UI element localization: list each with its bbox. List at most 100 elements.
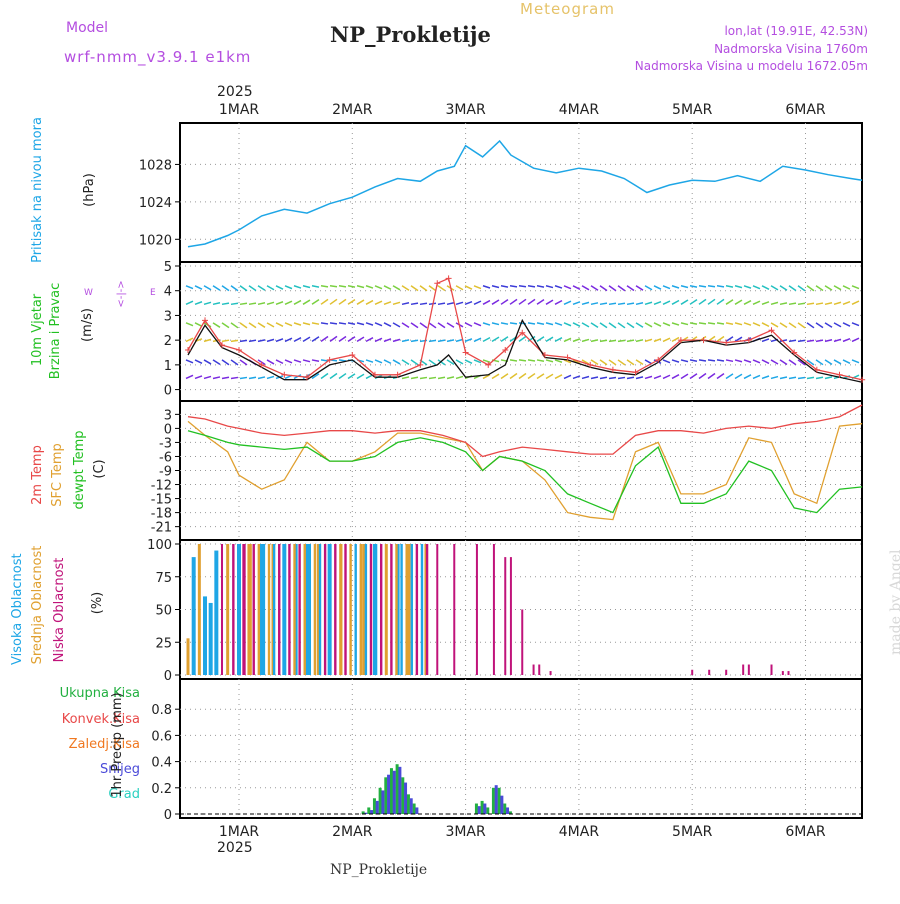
wind-arrow (248, 322, 257, 329)
wind-arrow (617, 302, 626, 306)
wind-arrow (653, 375, 662, 380)
wind-arrow (239, 285, 248, 292)
wind-arrow (311, 322, 320, 325)
wind-arrow (815, 322, 824, 329)
wind-arrow (383, 338, 392, 343)
wind-speed-point (236, 347, 242, 354)
elevation-label: Nadmorska Visina 1760m (714, 42, 868, 56)
wind-speed-point (700, 337, 707, 344)
precip-total-bar (361, 811, 365, 814)
cloud-fill-bar (425, 544, 429, 675)
wind-speed-point (655, 356, 662, 363)
cloud-fill-bar (257, 544, 261, 675)
wind-speed-point (281, 371, 288, 378)
wind-arrow (365, 299, 374, 305)
wind-arrow (446, 376, 455, 380)
compass-e: E (150, 288, 156, 298)
wind-arrow (779, 302, 788, 306)
wind-arrow (194, 301, 203, 306)
wind-arrow (491, 322, 500, 326)
wind-arrow (527, 372, 536, 380)
precip-snow-bar (404, 782, 408, 814)
wind-arrow (482, 359, 491, 363)
wind-arrow (230, 376, 239, 380)
wind-arrow (374, 337, 383, 343)
wind-arrow (527, 359, 536, 362)
wind-arrow (563, 285, 572, 290)
wind-arrow (302, 336, 311, 343)
wind-speed-point (349, 351, 356, 358)
wind-arrow (815, 302, 824, 306)
wind-arrow (428, 322, 437, 329)
bottom-day-label: 1MAR (219, 824, 260, 840)
wind-arrow (707, 359, 716, 362)
wind-arrow (644, 301, 653, 306)
wind-arrow (761, 301, 770, 306)
wind-arrow (833, 359, 842, 365)
wind-arrow (437, 302, 446, 306)
wind-arrow (212, 322, 221, 328)
precip-snow-bar (364, 812, 368, 814)
precip-total-bar (508, 811, 512, 814)
cloud-low-bar (475, 544, 478, 675)
wind-arrow (716, 359, 725, 362)
cloud-high-bar (191, 557, 196, 675)
wind-arrow (653, 322, 662, 327)
wind-arrow (446, 322, 455, 328)
temp-y-tick-label: -3 (159, 436, 172, 451)
wind-arrow (806, 322, 815, 329)
wind-arrow (410, 285, 419, 292)
cloud-fill-bar (237, 544, 240, 675)
wind-arrow (527, 298, 536, 305)
wind-arrow (761, 375, 770, 380)
wind-panel-frame (179, 261, 863, 402)
cloud-low-bar (538, 664, 541, 675)
cloud-low-bar (787, 671, 790, 675)
wind-arrow (599, 322, 608, 329)
wind-arrow (320, 322, 329, 325)
precip-snow-bar (494, 785, 498, 814)
wind-arrow (536, 373, 545, 380)
wind-speed-point (185, 347, 192, 354)
wind-arrow (743, 322, 752, 326)
wind-arrow (500, 336, 509, 343)
pressure-y-tick-label: 1024 (139, 196, 172, 211)
wind-arrow (806, 302, 815, 306)
wind-y-tick-label: 1 (164, 359, 172, 374)
wind-arrow (824, 301, 833, 306)
wind-arrow (716, 285, 725, 288)
wind-arrow (185, 337, 194, 343)
wind-y-tick-label: 5 (164, 260, 172, 275)
wind-arrow (617, 359, 626, 366)
wind-arrow (284, 285, 293, 290)
wind-arrow (680, 322, 689, 326)
cloud-fill-bar (395, 544, 398, 675)
wind-arrow (329, 372, 338, 380)
wind-arrow (365, 359, 374, 363)
wind-arrow (671, 299, 680, 305)
wind-arrow (842, 285, 851, 290)
wind-arrow (293, 322, 302, 326)
cloud-low-bar (521, 609, 524, 675)
wind-arrow (329, 335, 338, 342)
wind-arrow (428, 359, 437, 366)
wind-arrow (203, 301, 212, 306)
cloud-y-tick-label: 50 (155, 604, 172, 619)
wind-arrow (275, 359, 284, 365)
wind-arrow (707, 298, 716, 305)
wind-arrow (689, 322, 698, 325)
wind-arrow (419, 376, 428, 380)
wind-arrow (716, 372, 725, 380)
wind-arrow (347, 373, 356, 380)
wind-arrow (761, 285, 770, 290)
wind-arrow (653, 300, 662, 306)
wind-arrow (284, 359, 293, 364)
wind-arrow (770, 301, 779, 306)
sfc-temp-label: SFC Temp (50, 443, 65, 507)
wind-arrow (410, 359, 419, 366)
precip-y-tick-label: 0.2 (151, 782, 172, 797)
wind-arrow (464, 322, 473, 327)
wind-arrow (806, 285, 815, 292)
wind-arrow (275, 322, 284, 327)
wind-unit: (m/s) (80, 308, 95, 342)
